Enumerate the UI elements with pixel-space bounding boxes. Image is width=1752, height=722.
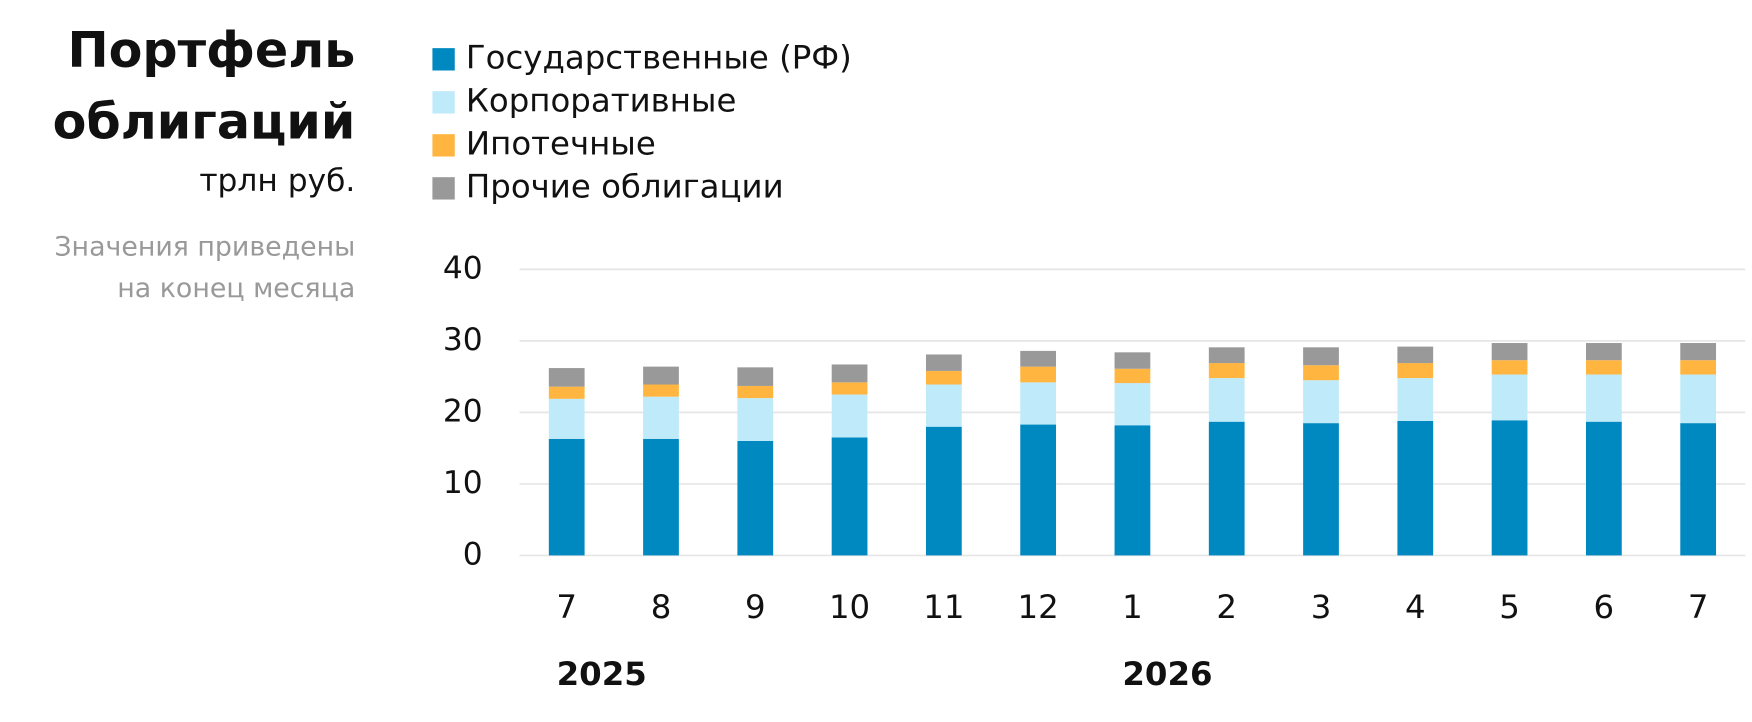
bar-segment — [1114, 383, 1151, 426]
x-tick-label: 8 — [651, 588, 672, 626]
x-tick-label: 3 — [1311, 588, 1332, 626]
x-tick-label: 1 — [1122, 588, 1143, 626]
legend-swatch — [432, 134, 455, 157]
x-tick-label: 4 — [1405, 588, 1426, 626]
y-tick-label: 30 — [443, 322, 483, 358]
y-tick-label: 40 — [443, 250, 483, 286]
bar-segment — [643, 366, 679, 385]
x-tick-label: 11 — [923, 588, 964, 626]
bar-segment — [1208, 363, 1245, 379]
bar-segment — [1303, 365, 1339, 381]
x-tick-label: 9 — [745, 588, 766, 626]
bar-segment — [1020, 382, 1057, 425]
bar-segment — [643, 384, 679, 397]
y-tick-label: 10 — [443, 465, 483, 501]
bar-segment — [548, 398, 585, 439]
bar-segment — [1114, 425, 1151, 556]
bar-segment — [831, 394, 868, 438]
bar-segment — [1680, 360, 1717, 375]
bar-segment — [1208, 347, 1245, 364]
note: Значения приведены — [54, 232, 355, 263]
bar-segment — [1680, 343, 1717, 361]
bar-segment — [1114, 368, 1151, 384]
x-tick-label: 2 — [1216, 588, 1237, 626]
x-tick-label: 6 — [1594, 588, 1615, 626]
bar-segment — [1585, 421, 1622, 556]
x-tick-label: 7 — [1688, 588, 1709, 626]
bar-segment — [1397, 363, 1434, 379]
unit-label: трлн руб. — [199, 163, 355, 199]
bar-segment — [737, 385, 774, 399]
bar-segment — [831, 364, 868, 383]
bar-segment — [1397, 378, 1434, 421]
bar-segment — [1397, 420, 1434, 556]
bar-segment — [737, 441, 774, 556]
legend-label: Государственные (РФ) — [466, 38, 852, 76]
bar-segment — [1680, 423, 1717, 556]
year-label: 2026 — [1122, 655, 1212, 693]
bar-segment — [1208, 378, 1245, 422]
bar-segment — [1585, 360, 1622, 375]
bar-segment — [1491, 420, 1528, 556]
bar-segment — [1020, 366, 1057, 383]
bar-segment — [548, 438, 585, 556]
x-tick-label: 10 — [829, 588, 870, 626]
chart-title: Портфель — [68, 21, 356, 79]
x-tick-label: 5 — [1499, 588, 1520, 626]
bar-segment — [737, 367, 774, 386]
bar-segment — [1585, 343, 1622, 361]
bar-segment — [548, 386, 585, 399]
chart-title: облигаций — [53, 93, 356, 151]
bar-segment — [1020, 424, 1057, 556]
x-tick-label: 7 — [556, 588, 577, 626]
bar-segment — [1020, 350, 1057, 367]
legend-label: Ипотечные — [466, 124, 656, 162]
bar-segment — [643, 438, 679, 556]
bar-segment — [1114, 352, 1151, 369]
bar-segment — [1303, 380, 1339, 424]
bar-segment — [925, 384, 962, 427]
bar-segment — [1303, 423, 1339, 556]
legend-swatch — [432, 48, 455, 71]
bar-segment — [548, 368, 585, 387]
bar-segment — [1397, 346, 1434, 364]
bar-segment — [1491, 343, 1528, 361]
bar-segment — [737, 398, 774, 442]
y-tick-label: 0 — [463, 536, 483, 572]
bar-segment — [643, 396, 679, 439]
bar-segment — [1491, 360, 1528, 375]
legend-swatch — [432, 91, 455, 114]
year-label: 2025 — [557, 655, 647, 693]
bar-segment — [831, 437, 868, 556]
bar-segment — [1585, 374, 1622, 422]
bar-segment — [1208, 421, 1245, 556]
bar-segment — [925, 354, 962, 371]
bar-segment — [925, 426, 962, 556]
legend-label: Корпоративные — [466, 81, 736, 119]
legend-swatch — [432, 177, 455, 200]
y-tick-label: 20 — [443, 393, 483, 429]
legend-label: Прочие облигации — [466, 167, 784, 205]
bar-segment — [925, 370, 962, 385]
bar-segment — [1680, 374, 1717, 424]
bar-segment — [1491, 374, 1528, 421]
bar-segment — [831, 382, 868, 395]
x-tick-label: 12 — [1018, 588, 1059, 626]
note: на конец месяца — [117, 273, 355, 304]
bar-segment — [1303, 347, 1339, 366]
